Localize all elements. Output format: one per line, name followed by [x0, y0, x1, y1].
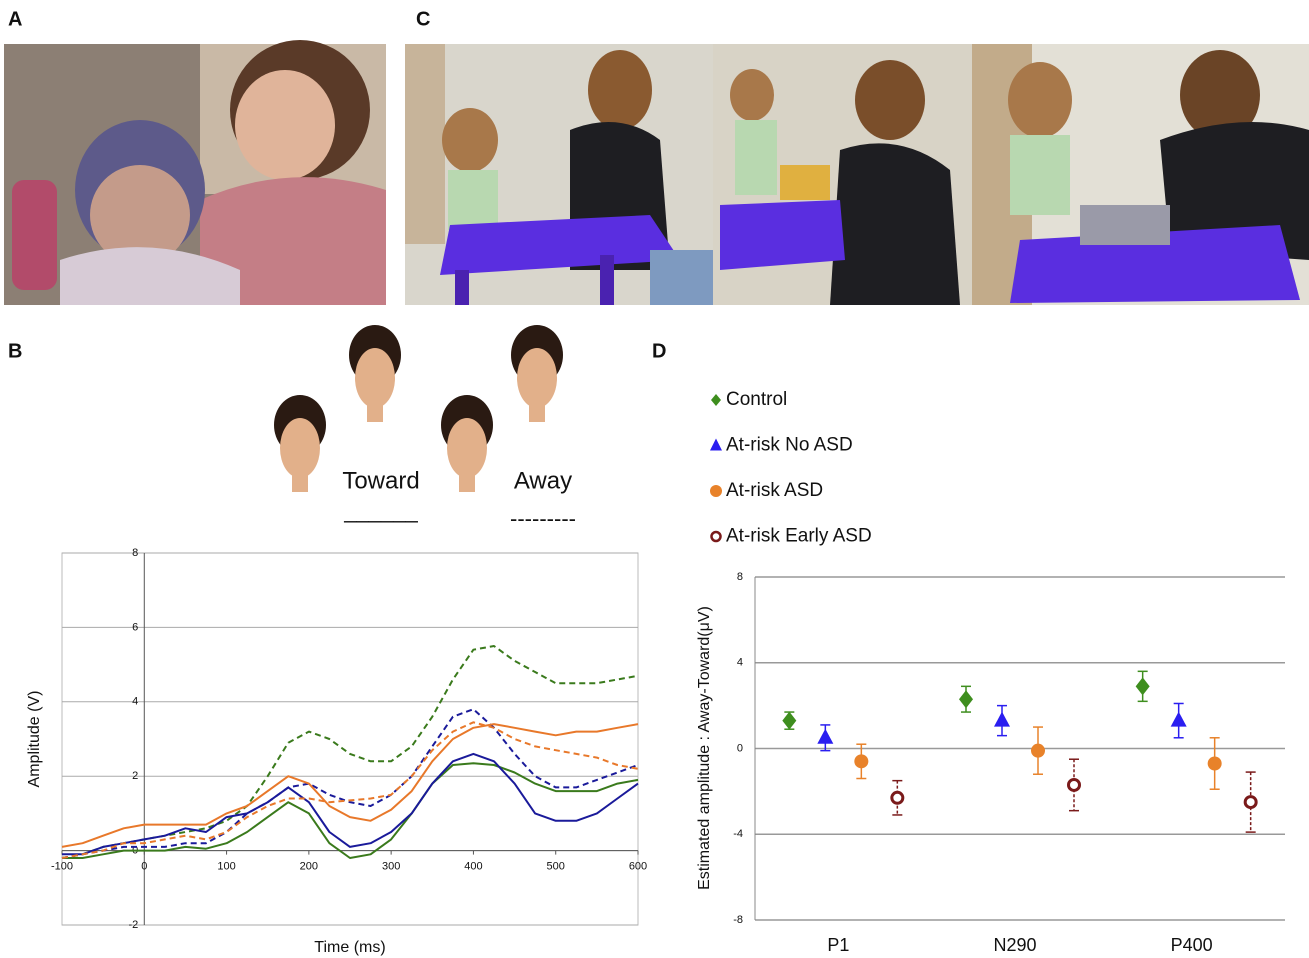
y-tick-label: 4 — [132, 696, 138, 708]
face-stimulus — [274, 325, 563, 492]
x-tick-label: 600 — [629, 861, 647, 873]
legend-label: At-risk ASD — [726, 480, 823, 501]
marker — [1243, 795, 1258, 810]
x-axis-title: Time (ms) — [314, 939, 385, 956]
photo — [405, 44, 713, 305]
photo — [713, 44, 972, 305]
marker — [782, 711, 797, 730]
x-tick-label: 300 — [382, 861, 400, 873]
panel-label: A — [8, 8, 22, 30]
legend-marker — [711, 394, 721, 406]
data-line — [61, 645, 639, 859]
data-line — [61, 721, 639, 859]
x-tick-label: 500 — [547, 861, 565, 873]
x-tick-label: -100 — [51, 861, 73, 873]
marker — [1207, 756, 1222, 771]
panel-label: D — [652, 340, 666, 362]
y-tick-label: -4 — [733, 828, 743, 840]
x-tick-label: P1 — [827, 935, 849, 955]
y-tick-label: 6 — [132, 621, 138, 633]
photo — [972, 44, 1309, 305]
x-tick-label: 0 — [141, 861, 147, 873]
y-tick-label: 0 — [737, 742, 743, 754]
legend-marker — [710, 438, 722, 451]
y-tick-label: 4 — [737, 657, 743, 669]
photo — [4, 40, 386, 305]
y-tick-label: 8 — [737, 571, 743, 583]
marker — [854, 754, 869, 769]
y-tick-label: 8 — [132, 547, 138, 559]
marker — [817, 728, 834, 744]
marker — [1170, 711, 1187, 727]
legend-label: At-risk Early ASD — [726, 526, 872, 547]
marker — [959, 690, 973, 709]
data-line — [61, 723, 639, 848]
legend-marker — [710, 485, 722, 497]
x-tick-label: 200 — [300, 861, 318, 873]
panel-label: B — [8, 340, 22, 362]
panel-label: C — [416, 8, 430, 30]
line-style-sample: ______ — [343, 498, 418, 523]
y-tick-label: -8 — [733, 914, 743, 926]
y-tick-label: -2 — [129, 919, 139, 931]
y-tick-label: 2 — [132, 770, 138, 782]
line-style-sample: --------- — [510, 506, 576, 531]
x-tick-label: P400 — [1171, 935, 1213, 955]
x-tick-label: 100 — [217, 861, 235, 873]
data-line — [61, 708, 639, 859]
y-axis-title: Amplitude (V) — [26, 691, 43, 788]
x-tick-label: N290 — [993, 935, 1036, 955]
legend-label: At-risk No ASD — [726, 435, 853, 456]
marker — [890, 790, 905, 805]
stimulus-label: Toward — [342, 467, 419, 494]
x-tick-label: 400 — [464, 861, 482, 873]
legend-marker — [710, 530, 722, 543]
legend-label: Control — [726, 389, 787, 410]
marker — [994, 711, 1010, 727]
data-line — [62, 752, 639, 856]
marker — [1031, 743, 1045, 758]
y-axis-title: Estimated amplitude : Away-Toward(μV) — [696, 606, 713, 890]
stimulus-label: Away — [514, 467, 572, 494]
marker — [1135, 677, 1150, 696]
data-line — [62, 762, 639, 859]
marker — [1067, 777, 1081, 792]
